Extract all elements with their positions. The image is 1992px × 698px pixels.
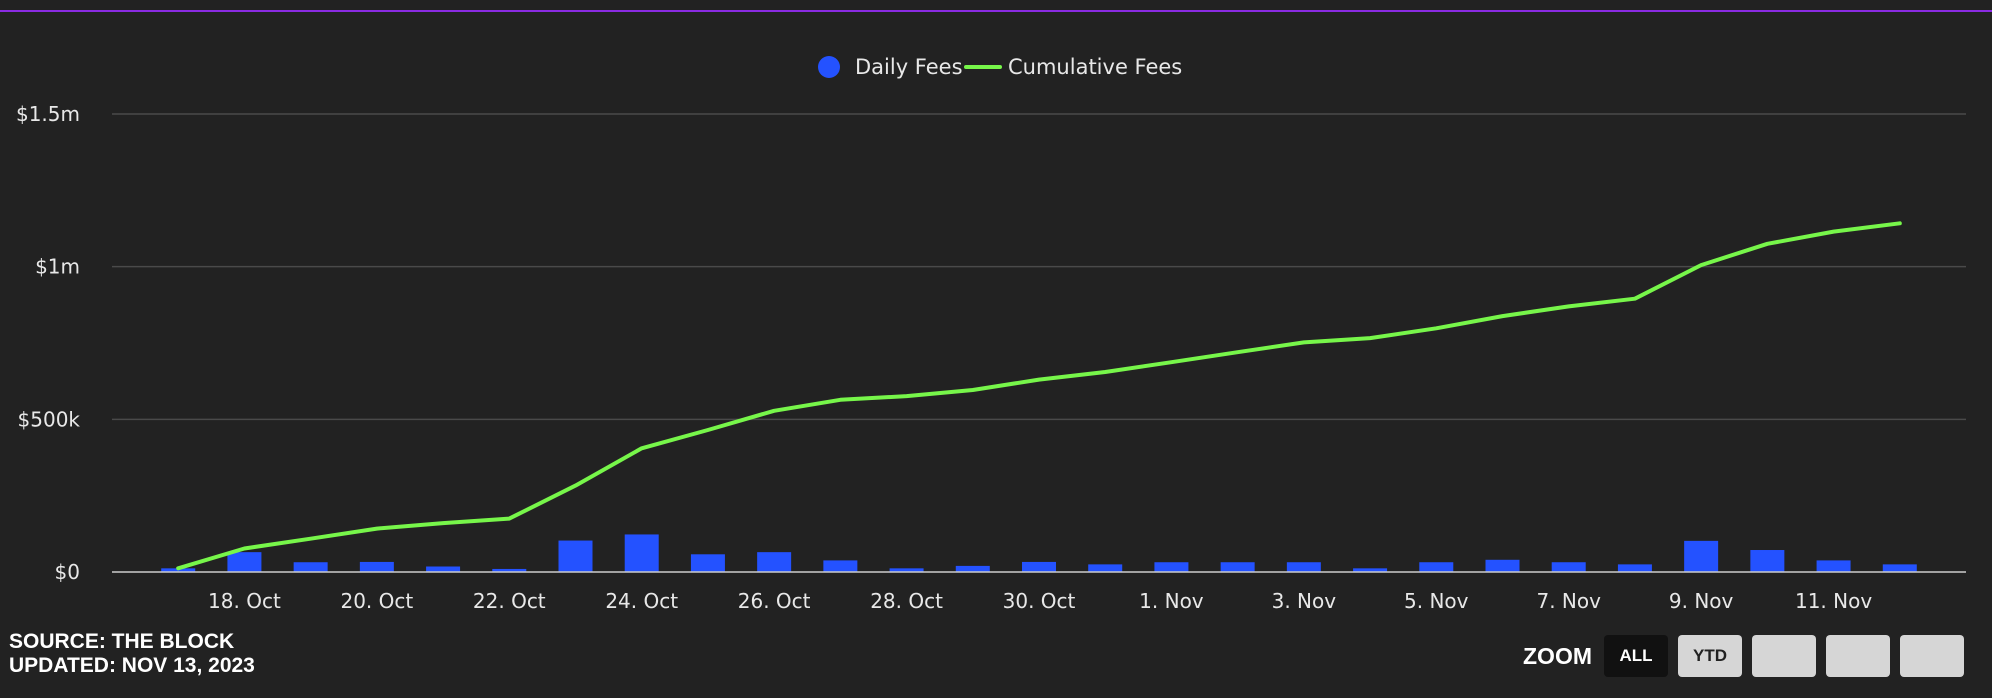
daily-fee-bar	[558, 540, 593, 572]
top-accent-rule	[0, 10, 1992, 12]
daily-fee-bar	[1220, 562, 1255, 572]
daily-fee-bar	[426, 566, 461, 572]
zoom-ytd-button[interactable]: YTD	[1678, 635, 1742, 677]
daily-fee-bar	[889, 568, 924, 572]
daily-fee-bar	[757, 552, 792, 572]
y-tick-label: $0	[55, 560, 80, 584]
x-tick-label: 3. Nov	[1272, 589, 1337, 613]
daily-fee-bar	[1154, 562, 1189, 572]
daily-fee-bar	[1684, 540, 1719, 572]
daily-fee-bar	[690, 554, 725, 572]
daily-fee-bar	[624, 534, 659, 572]
x-tick-label: 22. Oct	[473, 589, 546, 613]
x-tick-label: 28. Oct	[870, 589, 943, 613]
x-tick-label: 11. Nov	[1795, 589, 1872, 613]
x-tick-label: 18. Oct	[208, 589, 281, 613]
daily-fee-bar	[359, 561, 394, 572]
daily-fee-bar	[1286, 562, 1321, 572]
daily-fee-bar	[1022, 561, 1056, 572]
daily-fee-bar	[955, 565, 990, 572]
y-tick-label: $500k	[18, 407, 81, 431]
daily-fee-bar	[1551, 562, 1586, 572]
daily-fee-bar	[492, 568, 527, 572]
x-tick-label: 30. Oct	[1003, 589, 1076, 613]
daily-fee-bar	[823, 560, 858, 572]
x-tick-label: 26. Oct	[738, 589, 811, 613]
zoom-button-4[interactable]	[1826, 635, 1890, 677]
x-tick-label: 1. Nov	[1139, 589, 1204, 613]
x-tick-label: 9. Nov	[1669, 589, 1734, 613]
zoom-all-button[interactable]: ALL	[1604, 635, 1668, 677]
source-text: SOURCE: THE BLOCK	[9, 630, 235, 653]
legend-daily-fees-marker	[818, 56, 840, 78]
y-tick-label: $1.5m	[16, 102, 80, 126]
updated-text: UPDATED: NOV 13, 2023	[9, 654, 255, 677]
y-tick-label: $1m	[35, 255, 80, 279]
daily-fee-bar	[1088, 564, 1123, 572]
daily-fee-bar	[1617, 564, 1652, 572]
zoom-button-3[interactable]	[1752, 635, 1816, 677]
legend-daily-fees-label: Daily Fees	[855, 55, 963, 79]
x-tick-label: 24. Oct	[605, 589, 678, 613]
daily-fee-bar	[1816, 560, 1851, 572]
legend-cumulative-fees-label: Cumulative Fees	[1008, 55, 1182, 79]
zoom-label: ZOOM	[1523, 642, 1592, 669]
daily-fee-bar	[1419, 562, 1454, 572]
zoom-button-5[interactable]	[1900, 635, 1964, 677]
source-note: SOURCE: THE BLOCK UPDATED: NOV 13, 2023	[9, 630, 255, 678]
daily-fee-bar	[1353, 568, 1388, 572]
x-tick-label: 20. Oct	[340, 589, 413, 613]
daily-fee-bar	[1485, 559, 1520, 572]
daily-fee-bar	[293, 562, 328, 572]
daily-fee-bar	[1750, 550, 1785, 572]
x-tick-label: 5. Nov	[1404, 589, 1469, 613]
daily-fee-bar	[1882, 564, 1917, 572]
x-tick-label: 7. Nov	[1536, 589, 1601, 613]
zoom-controls: ZOOM ALL YTD	[1523, 635, 1974, 677]
cumulative-fees-line	[176, 221, 1902, 571]
daily-fee-bar	[227, 552, 262, 572]
